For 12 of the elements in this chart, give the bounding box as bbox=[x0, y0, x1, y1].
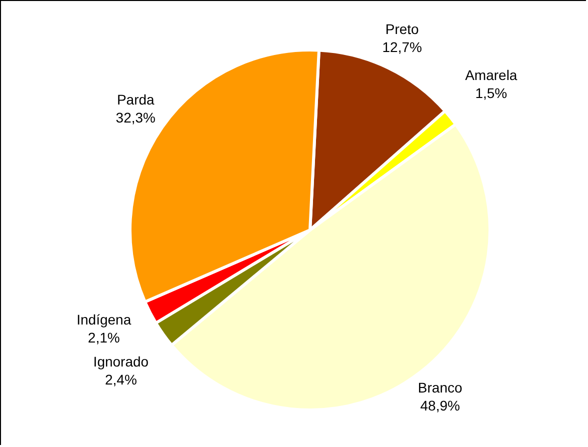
slice-label: Ignorado bbox=[93, 353, 149, 370]
data-label: 12,7% bbox=[382, 39, 422, 56]
slice-label: Preto bbox=[385, 21, 420, 38]
data-label: 2,1% bbox=[88, 329, 120, 346]
data-label: 32,3% bbox=[116, 109, 156, 126]
slice-label: Indígena bbox=[76, 311, 132, 328]
data-label: 48,9% bbox=[420, 397, 460, 414]
slice-label: Amarela bbox=[465, 67, 518, 84]
slice-label: Parda bbox=[116, 91, 155, 108]
data-label: 1,5% bbox=[475, 85, 508, 102]
slice-label: Branco bbox=[418, 379, 462, 396]
data-label: 2,4% bbox=[104, 371, 137, 388]
